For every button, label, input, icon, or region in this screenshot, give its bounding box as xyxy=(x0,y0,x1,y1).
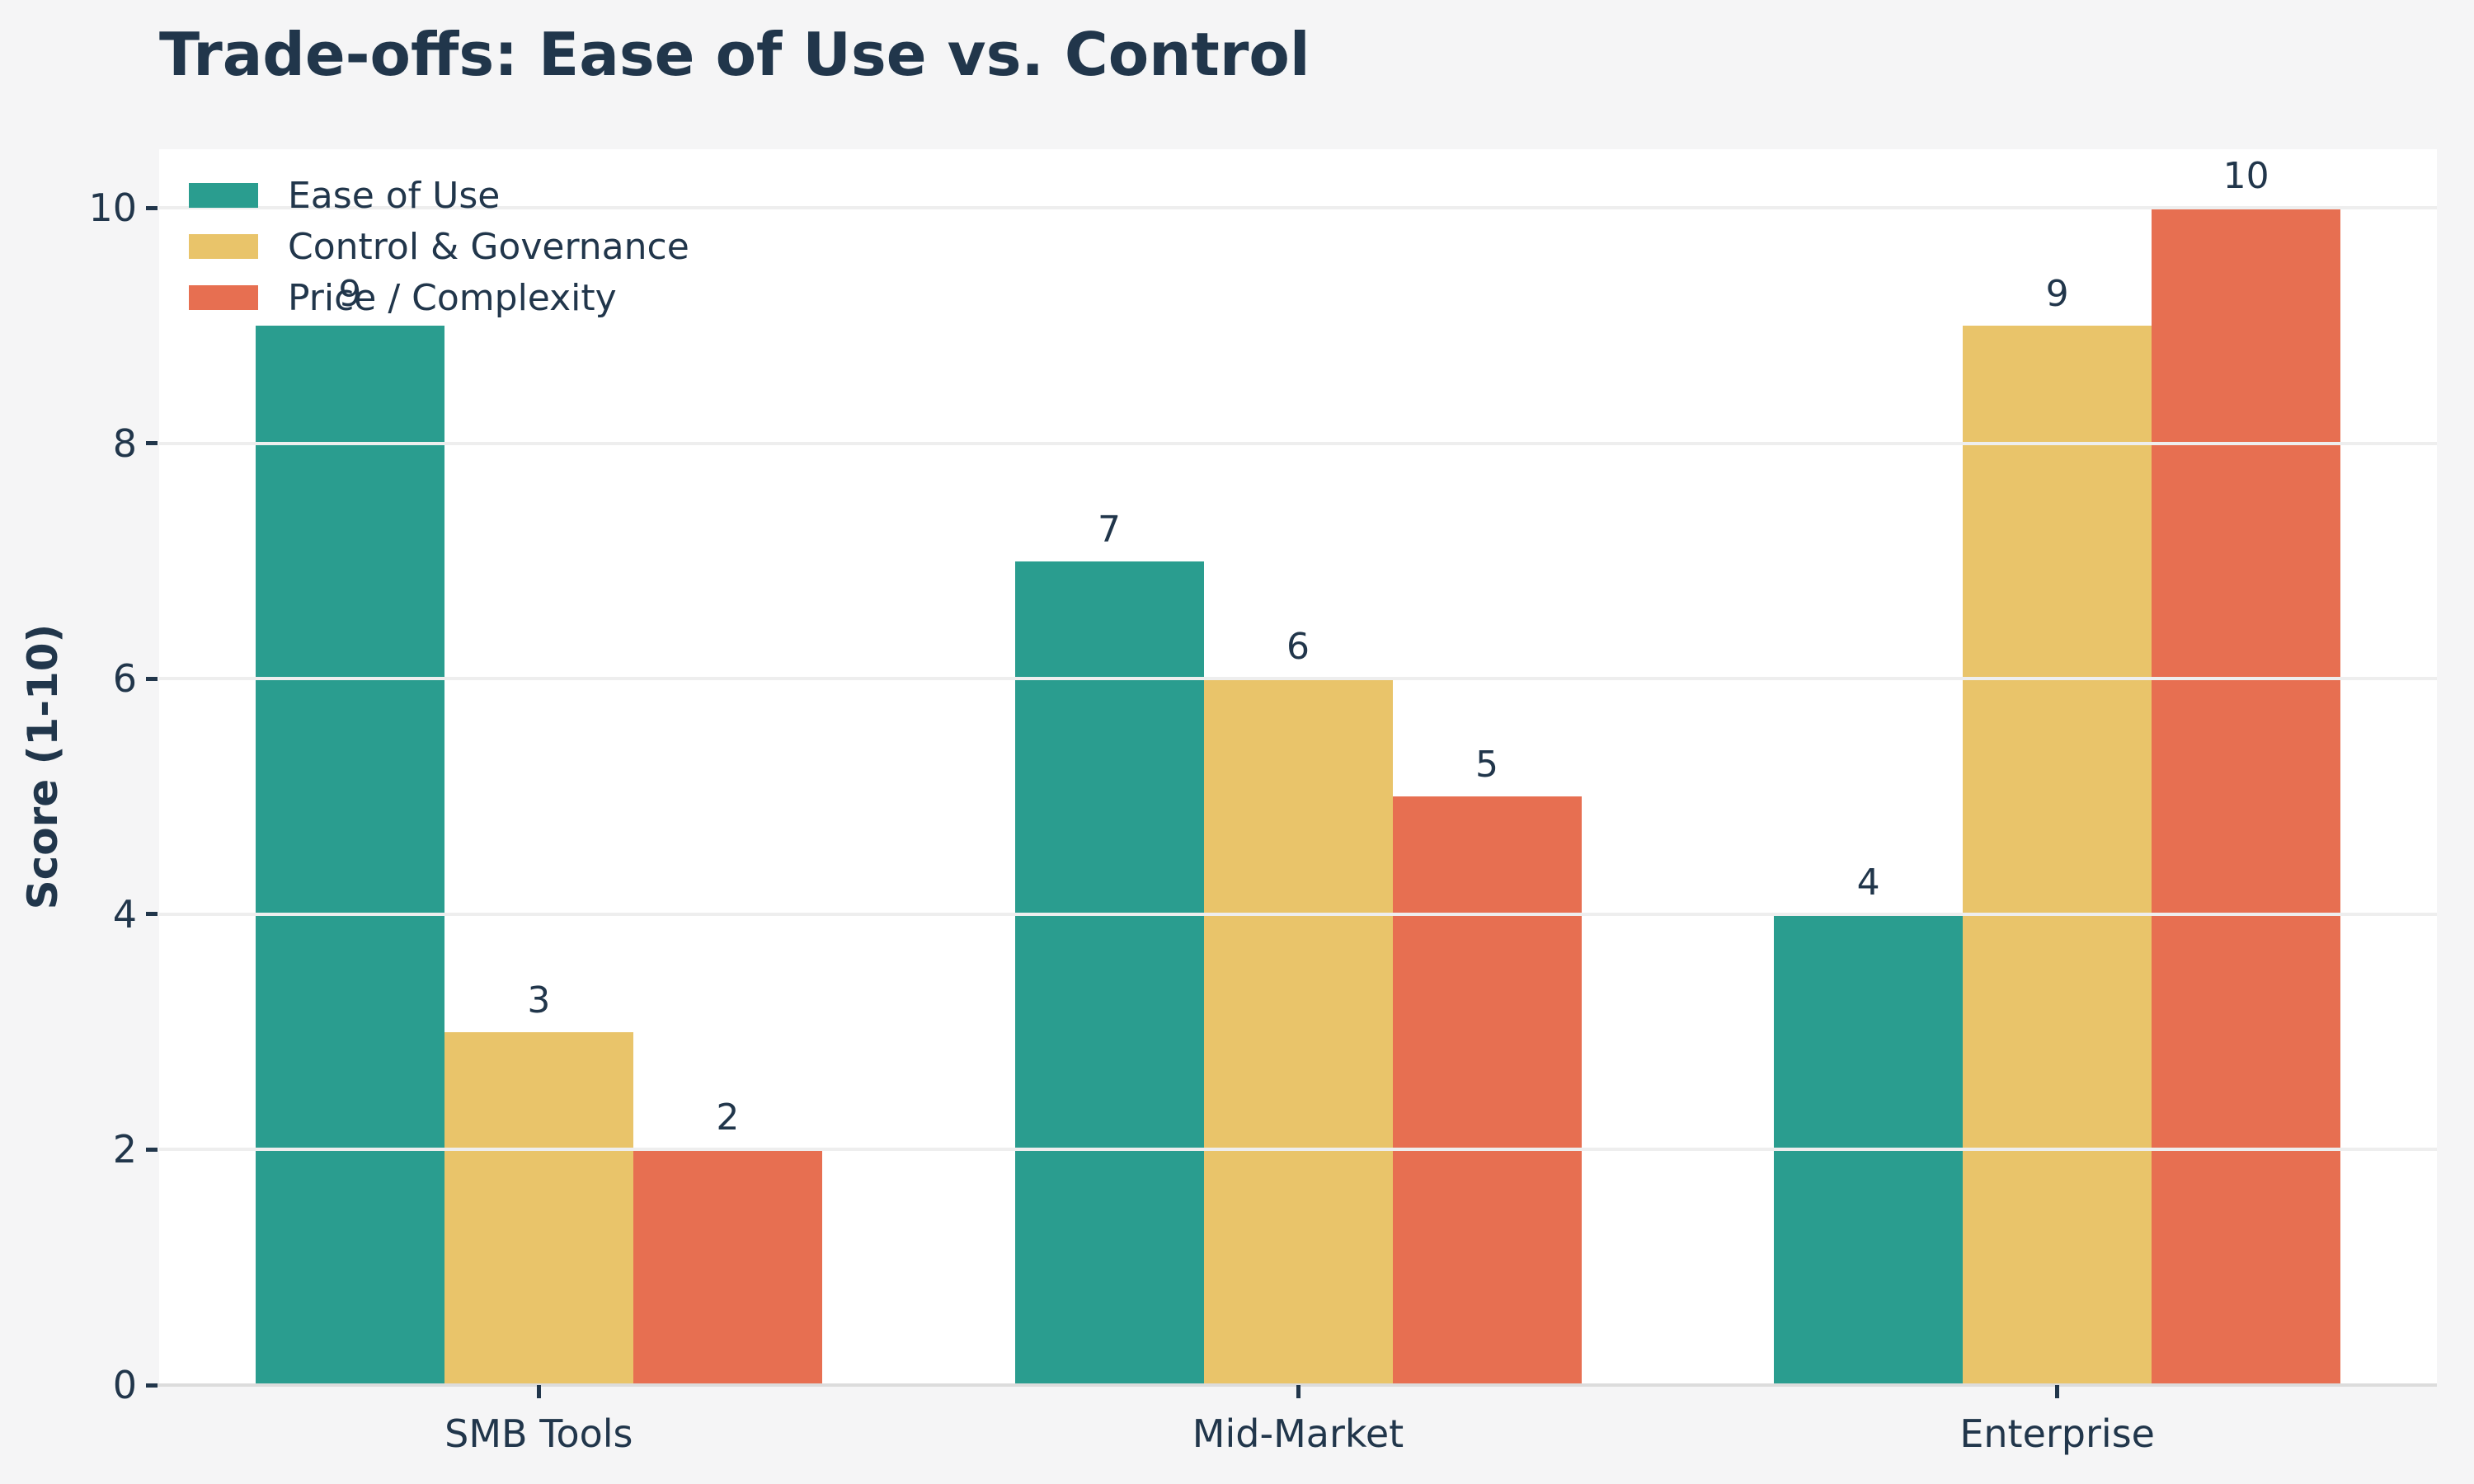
bar-value-label-control-governance-smb-tools: 3 xyxy=(527,979,551,1021)
y-tick-mark-8 xyxy=(146,441,158,446)
y-tick-label-4: 4 xyxy=(112,891,137,937)
bar-value-label-ease-of-use-enterprise: 4 xyxy=(1856,861,1880,904)
x-tick-mark-enterprise xyxy=(2055,1385,2060,1398)
y-tick-mark-0 xyxy=(146,1383,158,1388)
x-axis-baseline xyxy=(147,1383,2437,1387)
bar-value-label-control-governance-mid-market: 6 xyxy=(1286,626,1310,669)
bar-control-governance-enterprise xyxy=(1963,326,2152,1385)
legend-row-ease-of-use: Ease of Use xyxy=(189,174,689,217)
legend-row-price-complexity: Price / Complexity xyxy=(189,276,689,319)
legend-swatch-ease-of-use xyxy=(189,183,258,208)
bar-ease-of-use-smb-tools xyxy=(255,326,444,1385)
bar-value-label-control-governance-enterprise: 9 xyxy=(2045,273,2069,316)
y-tick-mark-10 xyxy=(146,205,158,210)
y-tick-mark-6 xyxy=(146,676,158,681)
bar-control-governance-smb-tools xyxy=(444,1031,633,1385)
y-tick-mark-4 xyxy=(146,912,158,917)
gridline-y-8 xyxy=(159,441,2437,445)
gridline-y-2 xyxy=(159,1148,2437,1152)
bar-value-label-price-complexity-enterprise: 10 xyxy=(2222,155,2269,198)
legend-swatch-price-complexity xyxy=(189,285,258,310)
bar-control-governance-mid-market xyxy=(1203,679,1393,1385)
plot-area: 9 3 2 7 6 5 4 9 10 Ease of Use Control & Governan… xyxy=(159,149,2437,1385)
y-tick-label-8: 8 xyxy=(112,420,137,466)
y-tick-mark-2 xyxy=(146,1147,158,1152)
x-tick-mark-smb-tools xyxy=(536,1385,541,1398)
bar-value-label-price-complexity-smb-tools: 2 xyxy=(716,1097,740,1139)
legend-swatch-control-governance xyxy=(189,234,258,259)
chart-title: Trade-offs: Ease of Use vs. Control xyxy=(159,20,1310,89)
bar-ease-of-use-mid-market xyxy=(1014,561,1204,1385)
y-tick-label-0: 0 xyxy=(112,1363,137,1407)
legend-label-ease-of-use: Ease of Use xyxy=(288,174,501,217)
bar-value-label-ease-of-use-smb-tools: 9 xyxy=(338,273,362,316)
y-tick-label-6: 6 xyxy=(112,656,137,702)
bar-price-complexity-smb-tools xyxy=(633,1149,822,1385)
legend-label-control-governance: Control & Governance xyxy=(288,225,689,268)
bar-value-label-price-complexity-mid-market: 5 xyxy=(1475,744,1498,787)
bar-value-label-ease-of-use-mid-market: 7 xyxy=(1098,508,1121,551)
bar-price-complexity-mid-market xyxy=(1392,796,1582,1385)
x-tick-label-mid-market: Mid-Market xyxy=(1192,1411,1404,1456)
x-tick-label-enterprise: Enterprise xyxy=(1959,1411,2155,1456)
bar-price-complexity-enterprise xyxy=(2152,208,2341,1385)
x-tick-mark-mid-market xyxy=(1296,1385,1300,1398)
legend: Ease of Use Control & Governance Price / C… xyxy=(189,174,689,319)
legend-row-control-governance: Control & Governance xyxy=(189,225,689,268)
gridline-y-10 xyxy=(159,206,2437,210)
legend-label-price-complexity: Price / Complexity xyxy=(288,276,617,319)
x-tick-label-smb-tools: SMB Tools xyxy=(444,1411,633,1456)
y-tick-label-10: 10 xyxy=(88,186,137,231)
gridline-y-4 xyxy=(159,912,2437,916)
y-tick-label-2: 2 xyxy=(112,1127,137,1172)
gridline-y-6 xyxy=(159,677,2437,681)
